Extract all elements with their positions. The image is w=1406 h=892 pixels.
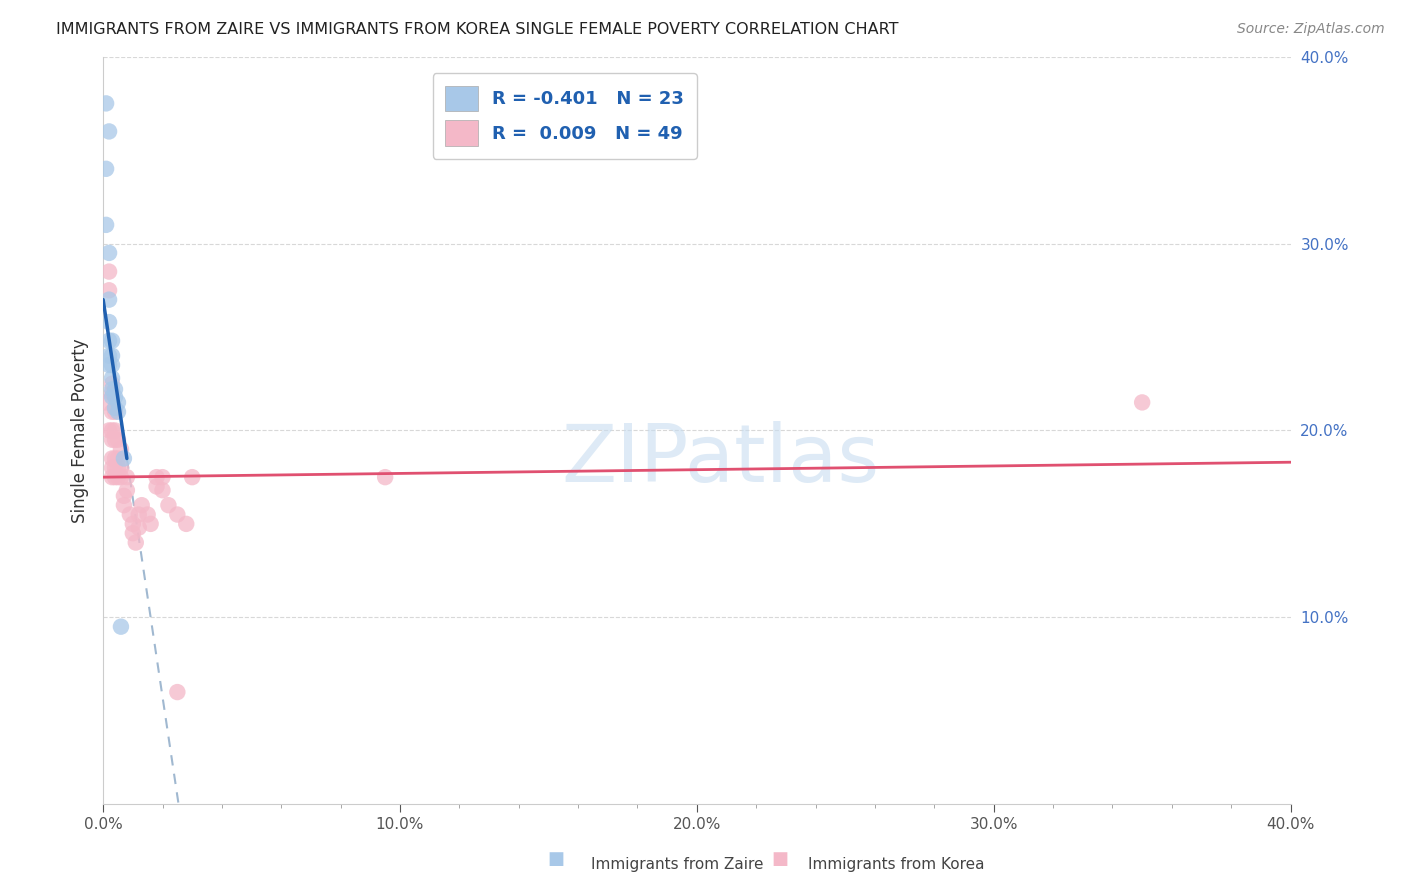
Point <box>94 96 117 111</box>
Point <box>101 386 124 401</box>
Point <box>101 433 124 447</box>
Point <box>98 358 121 372</box>
Point <box>110 442 132 457</box>
Point <box>104 424 127 438</box>
Point <box>152 483 174 498</box>
Point <box>110 460 132 475</box>
Point <box>98 424 121 438</box>
Point <box>107 451 129 466</box>
Point <box>101 405 124 419</box>
Point <box>98 124 121 138</box>
Point <box>110 620 132 634</box>
Point <box>104 433 127 447</box>
Point <box>145 479 167 493</box>
Point <box>98 293 121 307</box>
Point <box>1130 395 1153 409</box>
Point <box>104 405 127 419</box>
Point <box>94 218 117 232</box>
Point <box>104 460 127 475</box>
Point <box>101 424 124 438</box>
Point <box>98 334 121 348</box>
Point <box>104 451 127 466</box>
Point <box>121 526 143 541</box>
Point <box>101 376 124 391</box>
Point <box>107 405 129 419</box>
Point <box>101 371 124 385</box>
Point <box>104 390 127 404</box>
Point <box>125 535 148 549</box>
Text: Source: ZipAtlas.com: Source: ZipAtlas.com <box>1237 22 1385 37</box>
Point <box>94 395 117 409</box>
Point <box>110 470 132 484</box>
Point <box>128 508 150 522</box>
Point <box>104 401 127 415</box>
Point <box>136 508 159 522</box>
Point <box>166 685 188 699</box>
Point <box>112 451 135 466</box>
Point <box>107 460 129 475</box>
Point <box>374 470 396 484</box>
Point <box>101 460 124 475</box>
Point <box>101 390 124 404</box>
Point <box>98 246 121 260</box>
Text: ■: ■ <box>547 850 564 868</box>
Point <box>101 382 124 396</box>
Point <box>166 508 188 522</box>
Point <box>112 498 135 512</box>
Point <box>107 433 129 447</box>
Point <box>157 498 180 512</box>
Point <box>128 521 150 535</box>
Point <box>98 349 121 363</box>
Point <box>121 516 143 531</box>
Text: IMMIGRANTS FROM ZAIRE VS IMMIGRANTS FROM KOREA SINGLE FEMALE POVERTY CORRELATION: IMMIGRANTS FROM ZAIRE VS IMMIGRANTS FROM… <box>56 22 898 37</box>
Text: ZIPatlas: ZIPatlas <box>561 421 880 500</box>
Point <box>98 315 121 329</box>
Point <box>115 470 138 484</box>
Point <box>98 283 121 297</box>
Point <box>101 334 124 348</box>
Point <box>101 358 124 372</box>
Point <box>131 498 153 512</box>
Point <box>145 470 167 484</box>
Point <box>101 451 124 466</box>
Point <box>94 161 117 176</box>
Point <box>139 516 162 531</box>
Point <box>104 382 127 396</box>
Point <box>98 264 121 278</box>
Point <box>107 470 129 484</box>
Point <box>101 349 124 363</box>
Point <box>118 508 141 522</box>
Point <box>104 470 127 484</box>
Point <box>152 470 174 484</box>
Legend: R = -0.401   N = 23, R =  0.009   N = 49: R = -0.401 N = 23, R = 0.009 N = 49 <box>433 73 697 159</box>
Point <box>115 483 138 498</box>
Text: Immigrants from Korea: Immigrants from Korea <box>808 857 986 872</box>
Text: ■: ■ <box>772 850 789 868</box>
Text: Immigrants from Zaire: Immigrants from Zaire <box>591 857 763 872</box>
Point <box>174 516 197 531</box>
Point <box>181 470 204 484</box>
Point <box>112 489 135 503</box>
Y-axis label: Single Female Poverty: Single Female Poverty <box>72 338 89 523</box>
Point <box>101 470 124 484</box>
Point <box>107 395 129 409</box>
